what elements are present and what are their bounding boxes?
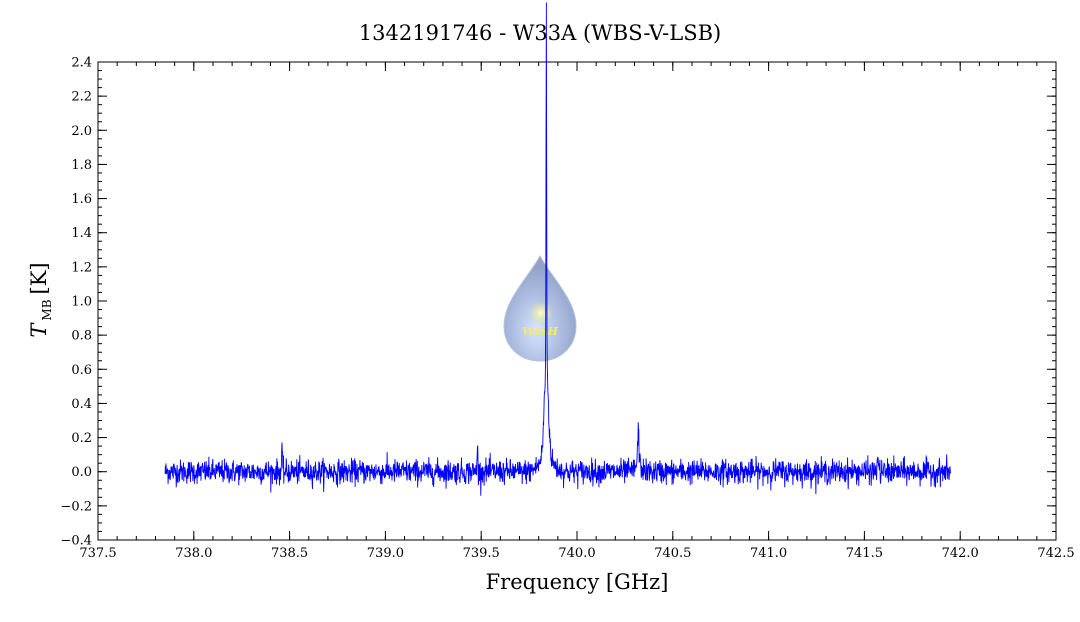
y-axis-label-text: T MB [K] xyxy=(27,262,54,337)
x-tick-label: 742.0 xyxy=(942,546,979,561)
y-tick-label: 1.2 xyxy=(71,260,92,275)
x-tick-label: 738.5 xyxy=(271,546,308,561)
watermark-text: WISH xyxy=(522,325,558,338)
star-glow-icon xyxy=(529,301,553,325)
y-label-subscript: MB xyxy=(40,299,54,320)
y-tick-label: 0.0 xyxy=(71,465,92,480)
y-tick-label: 1.4 xyxy=(71,226,92,241)
series-line xyxy=(164,2,952,496)
y-axis-label: T MB [K] xyxy=(27,262,54,337)
x-tick-label: 741.0 xyxy=(750,546,787,561)
plot-axes: 737.5 738.0 738.5 739.0 739.5 740.0 740.5 741.0… xyxy=(60,56,1074,562)
chart-title: 1342191746 - W33A (WBS-V-LSB) xyxy=(359,21,721,45)
x-tick-label: 741.5 xyxy=(846,546,883,561)
y-label-main: T xyxy=(27,322,51,338)
x-tick-label: 737.5 xyxy=(79,546,116,561)
y-tick-label: 1.6 xyxy=(71,192,92,207)
x-tick-label: 740.5 xyxy=(654,546,691,561)
y-tick-label: 1.0 xyxy=(71,295,92,310)
y-tick-label: 0.4 xyxy=(71,397,92,412)
wish-logo-watermark: WISH xyxy=(503,254,577,362)
y-tick-label: 2.0 xyxy=(71,124,92,139)
y-tick-label: 0.2 xyxy=(71,431,92,446)
y-label-unit: [K] xyxy=(27,262,51,294)
x-tick-label: 738.0 xyxy=(175,546,212,561)
y-tick-label: 0.8 xyxy=(71,329,92,344)
x-tick-label: 742.5 xyxy=(1037,546,1074,561)
x-tick-label: 739.5 xyxy=(463,546,500,561)
y-tick-label: −0.2 xyxy=(60,499,92,514)
y-tick-label: −0.4 xyxy=(60,534,92,549)
x-tick-label: 740.0 xyxy=(558,546,595,561)
x-axis-label: Frequency [GHz] xyxy=(486,570,669,594)
series-layer xyxy=(164,2,952,496)
y-tick-label: 0.6 xyxy=(71,363,92,378)
y-tick-label: 2.2 xyxy=(71,90,92,105)
y-tick-label: 1.8 xyxy=(71,158,92,173)
y-tick-label: 2.4 xyxy=(71,56,92,71)
x-tick-label: 739.0 xyxy=(367,546,404,561)
